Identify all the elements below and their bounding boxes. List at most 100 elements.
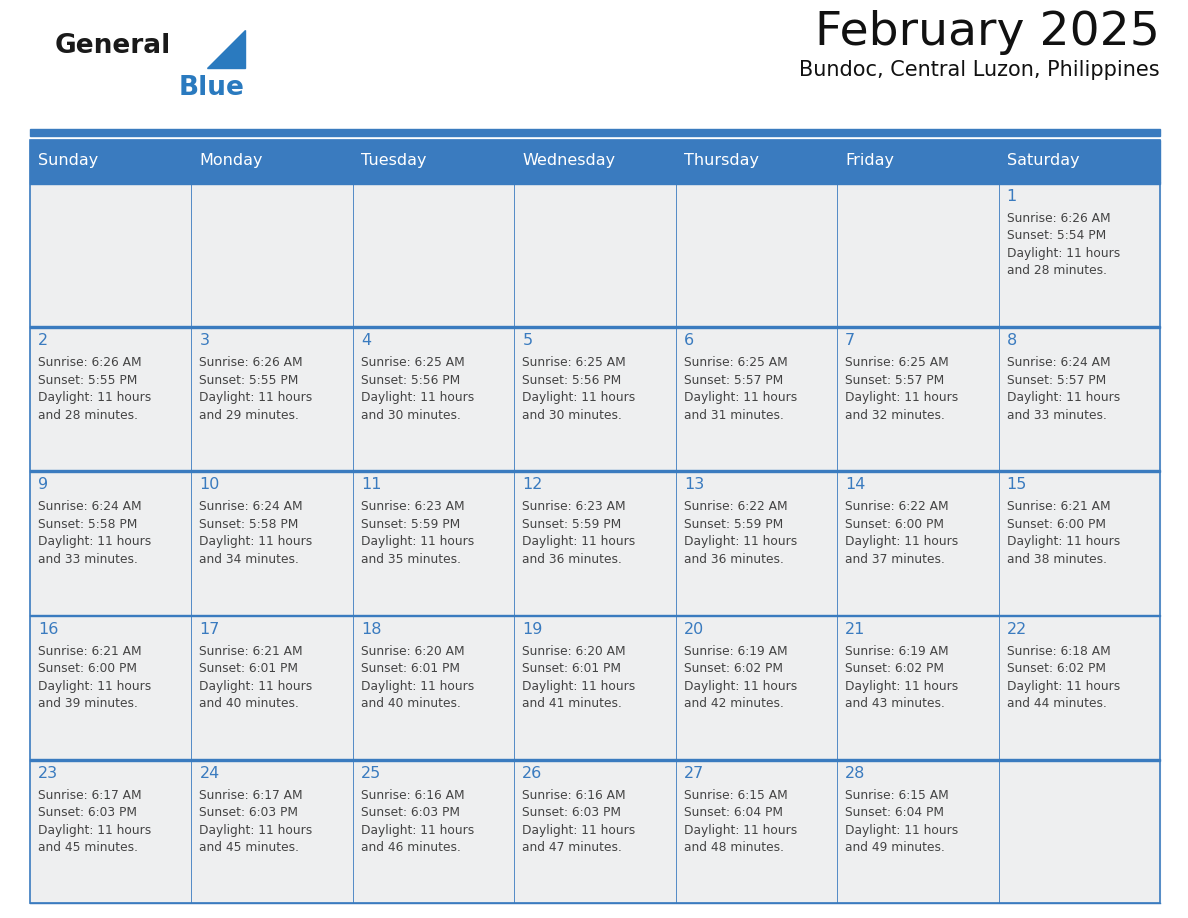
Text: and 28 minutes.: and 28 minutes. [38,409,138,421]
Text: and 35 minutes.: and 35 minutes. [361,553,461,565]
Bar [353,182,514,184]
Text: Daylight: 11 hours: Daylight: 11 hours [845,823,959,837]
Text: Daylight: 11 hours: Daylight: 11 hours [200,823,312,837]
Bar [514,326,676,328]
Bar [514,470,676,472]
Bar [30,759,191,761]
Bar [353,614,514,616]
Text: 22: 22 [1006,621,1026,636]
Text: Sunrise: 6:23 AM: Sunrise: 6:23 AM [523,500,626,513]
Bar [30,326,191,328]
Text: Sunrise: 6:21 AM: Sunrise: 6:21 AM [38,644,141,657]
Text: and 41 minutes.: and 41 minutes. [523,697,623,711]
Text: Sunset: 6:01 PM: Sunset: 6:01 PM [361,662,460,675]
Text: Friday: Friday [845,153,895,169]
Text: Sunset: 6:00 PM: Sunset: 6:00 PM [38,662,137,675]
Text: Sunset: 5:57 PM: Sunset: 5:57 PM [684,374,783,386]
Text: Sunset: 6:01 PM: Sunset: 6:01 PM [523,662,621,675]
Bar [30,614,191,759]
Text: Sunrise: 6:21 AM: Sunrise: 6:21 AM [1006,500,1111,513]
Text: General: General [55,33,171,59]
Text: Sunset: 5:59 PM: Sunset: 5:59 PM [361,518,460,531]
Text: Wednesday: Wednesday [523,153,615,169]
Text: 4: 4 [361,333,371,348]
Text: Daylight: 11 hours: Daylight: 11 hours [684,679,797,692]
Text: 5: 5 [523,333,532,348]
Text: Daylight: 11 hours: Daylight: 11 hours [361,823,474,837]
Text: Sunrise: 6:24 AM: Sunrise: 6:24 AM [200,500,303,513]
Text: Sunset: 6:02 PM: Sunset: 6:02 PM [684,662,783,675]
Text: and 40 minutes.: and 40 minutes. [361,697,461,711]
Bar [514,140,676,182]
Bar [838,182,999,184]
Text: Daylight: 11 hours: Daylight: 11 hours [523,535,636,548]
Text: 17: 17 [200,621,220,636]
Bar [353,326,514,470]
Bar [514,759,676,761]
Text: 10: 10 [200,477,220,492]
Text: Bundoc, Central Luzon, Philippines: Bundoc, Central Luzon, Philippines [800,60,1159,80]
Polygon shape [207,30,245,68]
Bar [30,129,1159,136]
Text: and 45 minutes.: and 45 minutes. [38,841,138,855]
Bar [353,140,514,182]
Text: Daylight: 11 hours: Daylight: 11 hours [200,679,312,692]
Bar [999,140,1159,182]
Text: Sunset: 5:56 PM: Sunset: 5:56 PM [361,374,460,386]
Bar [30,759,191,903]
Bar [514,182,676,326]
Text: Sunrise: 6:15 AM: Sunrise: 6:15 AM [845,789,949,801]
Text: Sunset: 6:04 PM: Sunset: 6:04 PM [845,806,944,819]
Text: Sunrise: 6:25 AM: Sunrise: 6:25 AM [361,356,465,369]
Text: Sunrise: 6:18 AM: Sunrise: 6:18 AM [1006,644,1111,657]
Text: Sunset: 6:01 PM: Sunset: 6:01 PM [200,662,298,675]
Text: Sunset: 6:00 PM: Sunset: 6:00 PM [1006,518,1106,531]
Bar [676,470,838,472]
Text: and 36 minutes.: and 36 minutes. [684,553,784,565]
Text: and 33 minutes.: and 33 minutes. [38,553,138,565]
Text: Sunset: 6:03 PM: Sunset: 6:03 PM [38,806,137,819]
Text: Sunrise: 6:26 AM: Sunrise: 6:26 AM [1006,212,1111,225]
Bar [999,614,1159,616]
Text: and 31 minutes.: and 31 minutes. [684,409,784,421]
Bar [676,759,838,761]
Text: Sunday: Sunday [38,153,99,169]
Text: Sunset: 5:57 PM: Sunset: 5:57 PM [845,374,944,386]
Text: Daylight: 11 hours: Daylight: 11 hours [523,823,636,837]
Text: 21: 21 [845,621,866,636]
Bar [838,614,999,616]
Text: Daylight: 11 hours: Daylight: 11 hours [38,535,151,548]
Text: Daylight: 11 hours: Daylight: 11 hours [1006,679,1120,692]
Text: Sunrise: 6:20 AM: Sunrise: 6:20 AM [523,644,626,657]
Text: Sunset: 6:02 PM: Sunset: 6:02 PM [845,662,944,675]
Bar [30,326,191,470]
Bar [514,470,676,614]
Text: Sunset: 5:55 PM: Sunset: 5:55 PM [200,374,299,386]
Text: February 2025: February 2025 [815,10,1159,55]
Text: Daylight: 11 hours: Daylight: 11 hours [684,391,797,404]
Text: and 37 minutes.: and 37 minutes. [845,553,946,565]
Bar [191,326,353,328]
Bar [30,182,191,326]
Text: and 40 minutes.: and 40 minutes. [200,697,299,711]
Text: Daylight: 11 hours: Daylight: 11 hours [1006,391,1120,404]
Text: 8: 8 [1006,333,1017,348]
Bar [353,470,514,472]
Bar [191,182,353,326]
Text: Sunrise: 6:17 AM: Sunrise: 6:17 AM [200,789,303,801]
Bar [191,759,353,761]
Bar [999,759,1159,761]
Text: Daylight: 11 hours: Daylight: 11 hours [200,391,312,404]
Text: Sunrise: 6:15 AM: Sunrise: 6:15 AM [684,789,788,801]
Text: 2: 2 [38,333,49,348]
Text: Sunrise: 6:16 AM: Sunrise: 6:16 AM [361,789,465,801]
Bar [353,182,514,326]
Text: and 36 minutes.: and 36 minutes. [523,553,623,565]
Text: Sunrise: 6:19 AM: Sunrise: 6:19 AM [845,644,949,657]
Bar [838,182,999,326]
Text: Sunrise: 6:23 AM: Sunrise: 6:23 AM [361,500,465,513]
Text: Daylight: 11 hours: Daylight: 11 hours [684,535,797,548]
Text: Daylight: 11 hours: Daylight: 11 hours [684,823,797,837]
Bar [999,182,1159,184]
Bar [191,759,353,903]
